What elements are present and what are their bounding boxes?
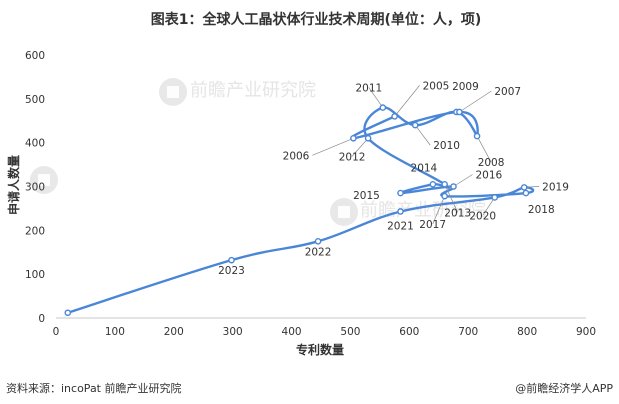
point-label: 2021 xyxy=(387,220,414,232)
point-label: 2006 xyxy=(283,150,310,162)
x-tick-label: 100 xyxy=(105,326,125,338)
data-point xyxy=(391,113,398,120)
point-label: 2005 xyxy=(423,80,450,92)
leader-line xyxy=(459,90,492,113)
point-label: 2010 xyxy=(433,140,460,152)
x-tick-label: 500 xyxy=(340,326,360,338)
y-tick-label: 500 xyxy=(25,94,45,106)
leader-line xyxy=(312,137,354,156)
data-point xyxy=(64,309,72,317)
point-label: 2008 xyxy=(478,157,505,169)
data-point xyxy=(228,256,235,264)
point-label: 2023 xyxy=(218,265,245,277)
data-point xyxy=(429,181,437,188)
point-label: 2019 xyxy=(542,181,569,193)
leader-line xyxy=(432,196,445,225)
watermark-logo-2 xyxy=(330,198,358,226)
watermark-logo-1 xyxy=(159,78,187,106)
x-axis-label: 专利数量 xyxy=(296,342,344,357)
point-label: 2007 xyxy=(494,86,521,98)
y-tick-label: 300 xyxy=(25,182,45,194)
point-label: 2013 xyxy=(444,207,471,219)
data-point xyxy=(364,134,372,142)
point-label: 2011 xyxy=(355,83,382,95)
watermark-group: 前瞻产业研究院 前瞻产业研究院 xyxy=(30,78,486,226)
footer-source: 资料来源：incoPat 前瞻产业研究院 xyxy=(6,381,182,395)
y-tick-label: 600 xyxy=(25,50,45,62)
point-label: 2016 xyxy=(476,170,503,182)
leader-line xyxy=(351,138,369,157)
y-tick-label: 0 xyxy=(38,313,45,325)
x-tick-label: 200 xyxy=(164,326,184,338)
data-labels: 2023 2022 2021 2020 2019 2018 2017 2016 2015 2014… xyxy=(218,80,569,277)
x-tick-label: 0 xyxy=(53,326,60,338)
data-point xyxy=(456,108,463,116)
y-axis-label: 申请人数量 xyxy=(6,155,21,215)
data-point xyxy=(491,194,499,201)
point-label: 2012 xyxy=(339,151,366,163)
leader-lines xyxy=(312,85,540,225)
x-tick-label: 800 xyxy=(517,326,537,338)
data-point xyxy=(314,237,322,245)
leader-line xyxy=(482,197,496,216)
data-point xyxy=(411,121,419,129)
data-point xyxy=(350,134,357,142)
data-point xyxy=(441,181,448,188)
leader-line xyxy=(394,85,420,117)
y-tick-label: 400 xyxy=(25,138,45,150)
x-tick-label: 900 xyxy=(576,326,596,338)
data-point xyxy=(522,189,530,197)
y-tick-label: 200 xyxy=(25,225,45,237)
x-tick-label: 400 xyxy=(282,326,302,338)
watermark-text-1: 前瞻产业研究院 xyxy=(190,80,316,101)
data-point xyxy=(473,132,481,140)
point-label: 2015 xyxy=(353,190,380,202)
leader-line xyxy=(368,87,384,108)
point-label: 2014 xyxy=(411,162,438,174)
x-tick-label: 300 xyxy=(223,326,243,338)
data-point xyxy=(379,104,387,111)
leader-line xyxy=(453,174,473,187)
x-tick-label: 600 xyxy=(399,326,419,338)
point-label: 2022 xyxy=(305,246,332,258)
footer-brand: @前瞻经济学人APP xyxy=(515,381,613,395)
data-point xyxy=(397,208,404,215)
x-axis-ticks: 0 100 200 300 400 500 600 700 800 900 xyxy=(53,326,596,338)
y-tick-label: 100 xyxy=(25,269,45,281)
data-point xyxy=(520,184,528,191)
point-label: 2018 xyxy=(528,204,555,216)
data-point xyxy=(450,183,457,190)
chart-title: 图表1：全球人工晶状体行业技术周期(单位：人，项) xyxy=(151,11,482,28)
leader-line xyxy=(444,184,458,213)
point-label: 2009 xyxy=(452,81,479,93)
x-tick-label: 700 xyxy=(458,326,478,338)
point-label: 2020 xyxy=(469,210,496,222)
leader-line xyxy=(414,124,431,146)
data-point xyxy=(397,189,404,197)
point-label: 2017 xyxy=(419,219,446,231)
data-point xyxy=(441,192,448,200)
data-points xyxy=(64,104,530,317)
y-axis-ticks: 0 100 200 300 400 500 600 xyxy=(25,50,45,325)
leader-line xyxy=(476,135,492,163)
